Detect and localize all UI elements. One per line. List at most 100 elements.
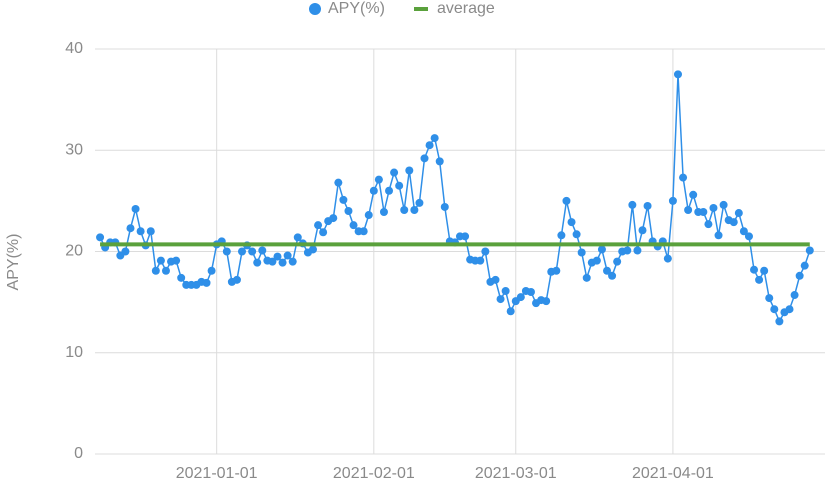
y-tick-label: 40 <box>65 40 83 57</box>
apy-point <box>435 157 444 166</box>
apy-point <box>628 200 637 209</box>
apy-point <box>390 168 399 177</box>
x-tick-label: 2021-03-01 <box>475 465 557 482</box>
apy-point <box>146 227 155 236</box>
apy-point <box>613 257 622 266</box>
y-axis-label: APY(%) <box>5 234 22 291</box>
apy-point <box>400 205 409 214</box>
apy-point <box>288 257 297 266</box>
x-tick-label: 2021-02-01 <box>333 465 415 482</box>
legend-label: average <box>437 0 495 17</box>
apy-point <box>760 266 769 275</box>
apy-point <box>334 178 343 187</box>
apy-point <box>704 220 713 229</box>
apy-point <box>552 266 561 275</box>
apy-point <box>425 141 434 150</box>
apy-point <box>96 233 105 242</box>
apy-point <box>430 134 439 143</box>
apy-point <box>608 271 617 280</box>
apy-point <box>699 208 708 217</box>
apy-point <box>506 307 515 316</box>
apy-point <box>283 251 292 260</box>
apy-point <box>314 221 323 230</box>
apy-point <box>673 70 682 79</box>
apy-point <box>415 198 424 207</box>
apy-point <box>156 256 165 265</box>
apy-point <box>572 230 581 239</box>
apy-point <box>795 271 804 280</box>
apy-point <box>597 245 606 254</box>
apy-point <box>562 196 571 205</box>
apy-point <box>151 266 160 275</box>
apy-point <box>248 247 257 256</box>
y-tick-label: 20 <box>65 243 83 260</box>
apy-point <box>557 231 566 240</box>
apy-point <box>369 186 378 195</box>
apy-point <box>679 173 688 182</box>
apy-point <box>126 224 135 233</box>
x-tick-label: 2021-04-01 <box>632 465 714 482</box>
apy-point <box>258 246 267 255</box>
apy-point <box>308 245 317 254</box>
apy-point <box>729 218 738 227</box>
apy-point <box>755 275 764 284</box>
legend-marker <box>309 3 321 15</box>
apy-point <box>481 247 490 256</box>
apy-point <box>359 227 368 236</box>
apy-point <box>329 214 338 223</box>
y-tick-label: 10 <box>65 344 83 361</box>
apy-point <box>379 208 388 217</box>
apy-point <box>689 190 698 199</box>
apy-point <box>684 205 693 214</box>
apy-point <box>420 154 429 163</box>
apy-point <box>496 295 505 304</box>
apy-point <box>744 232 753 241</box>
apy-point <box>567 218 576 227</box>
apy-point <box>638 226 647 235</box>
apy-point <box>542 297 551 306</box>
apy-point <box>805 246 814 255</box>
legend-label: APY(%) <box>328 0 385 17</box>
apy-point <box>750 265 759 274</box>
apy-point <box>790 291 799 300</box>
apy-point <box>374 175 383 184</box>
x-tick-label: 2021-01-01 <box>176 465 258 482</box>
apy-point <box>238 247 247 256</box>
apy-point <box>232 275 241 284</box>
apy-point <box>633 246 642 255</box>
apy-point <box>668 196 677 205</box>
apy-point <box>395 181 404 190</box>
apy-point <box>643 201 652 210</box>
apy-point <box>349 221 358 230</box>
apy-point <box>410 205 419 214</box>
apy-point <box>278 258 287 267</box>
apy-point <box>582 273 591 282</box>
y-tick-label: 30 <box>65 141 83 158</box>
apy-point <box>734 209 743 218</box>
apy-point <box>577 248 586 257</box>
apy-point <box>709 203 718 212</box>
apy-point <box>663 254 672 263</box>
apy-point <box>785 305 794 314</box>
apy-point <box>136 227 145 236</box>
apy-point <box>603 266 612 275</box>
apy-point <box>770 305 779 314</box>
apy-point <box>491 275 500 284</box>
apy-point <box>440 202 449 211</box>
apy-point <box>765 294 774 303</box>
apy-point <box>516 293 525 302</box>
apy-point <box>739 227 748 236</box>
apy-point <box>344 207 353 215</box>
apy-point <box>253 258 262 267</box>
apy-point <box>177 273 186 282</box>
apy-point <box>172 256 181 265</box>
apy-point <box>273 252 282 261</box>
apy-point <box>131 204 140 213</box>
apy-point <box>461 232 470 241</box>
apy-point <box>405 166 414 175</box>
apy-point <box>623 246 632 255</box>
apy-point <box>222 247 231 256</box>
apy-point <box>293 233 302 242</box>
apy-point <box>775 317 784 326</box>
